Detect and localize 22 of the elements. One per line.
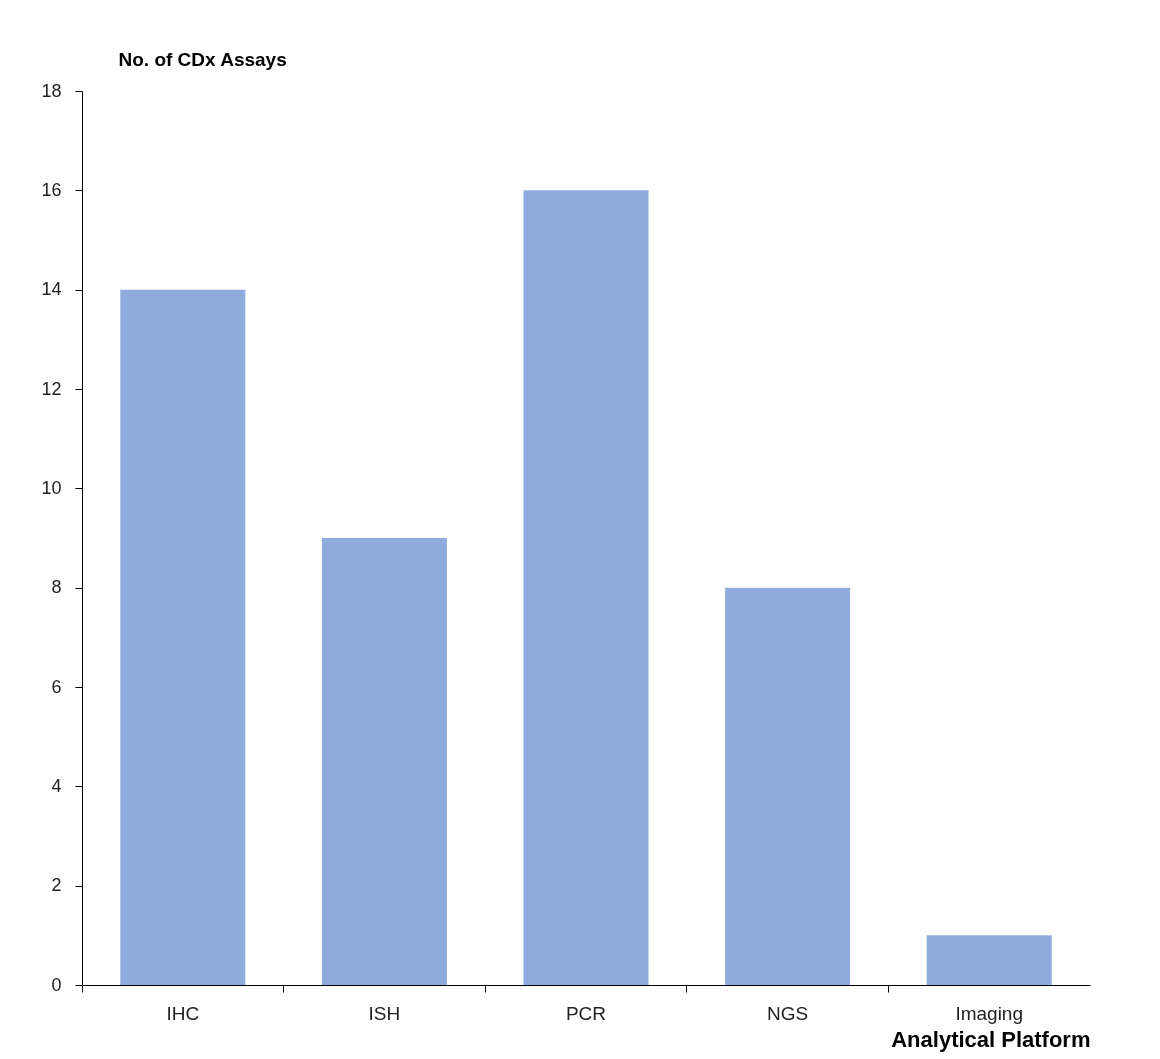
y-tick-label: 8: [51, 577, 62, 598]
bar: [120, 289, 246, 985]
y-tick-label: 10: [41, 477, 62, 498]
x-tick-label: ISH: [368, 1002, 401, 1024]
bar: [523, 190, 649, 985]
x-tick-label: IHC: [166, 1002, 200, 1024]
y-tick-label: 12: [41, 378, 62, 399]
y-tick-label: 2: [51, 875, 62, 896]
y-tick-label: 6: [51, 676, 62, 697]
x-axis-title: Analytical Platform: [891, 1026, 1091, 1052]
bar: [926, 935, 1052, 985]
y-tick-label: 4: [51, 775, 62, 796]
bar: [321, 538, 447, 985]
y-axis-title: No. of CDx Assays: [118, 48, 287, 70]
x-tick-label: NGS: [767, 1002, 809, 1024]
x-tick-label: Imaging: [955, 1002, 1023, 1024]
y-tick-label: 16: [41, 179, 62, 200]
y-tick-label: 0: [51, 974, 62, 995]
bar: [725, 587, 851, 985]
x-tick-label: PCR: [565, 1002, 607, 1024]
y-tick-label: 18: [41, 80, 62, 101]
y-tick-label: 14: [41, 279, 62, 300]
